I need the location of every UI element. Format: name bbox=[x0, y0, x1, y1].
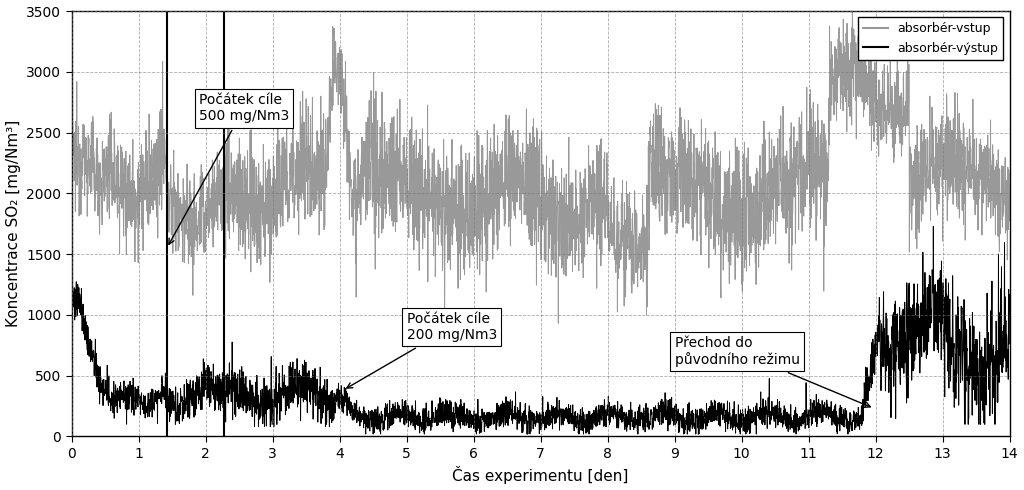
absorbér-výstup bbox=[923, 282, 935, 288]
Legend: absorbér-vstup, absorbér-výstup: absorbér-vstup, absorbér-výstup bbox=[857, 17, 1004, 60]
absorbér-výstup bbox=[671, 412, 683, 417]
absorbér-vstup bbox=[671, 227, 683, 233]
X-axis label: Čas experimentu [den]: Čas experimentu [den] bbox=[453, 466, 629, 485]
Line: absorbér-výstup: absorbér-výstup bbox=[72, 226, 1010, 434]
absorbér-výstup bbox=[393, 410, 406, 416]
absorbér-výstup bbox=[655, 397, 668, 403]
absorbér-výstup bbox=[927, 223, 939, 229]
absorbér-vstup bbox=[1004, 218, 1016, 224]
absorbér-vstup bbox=[393, 188, 406, 194]
Y-axis label: Koncentrace SO₂ [mg/Nm³]: Koncentrace SO₂ [mg/Nm³] bbox=[5, 120, 20, 327]
absorbér-vstup bbox=[158, 126, 170, 132]
absorbér-vstup bbox=[655, 104, 668, 110]
absorbér-výstup bbox=[359, 431, 372, 437]
Text: Počátek cíle
500 mg/Nm3: Počátek cíle 500 mg/Nm3 bbox=[169, 93, 289, 245]
Text: Přechod do
původního režimu: Přechod do původního režimu bbox=[675, 336, 870, 407]
Line: absorbér-vstup: absorbér-vstup bbox=[72, 11, 1010, 330]
absorbér-vstup bbox=[438, 327, 451, 333]
absorbér-výstup bbox=[853, 418, 865, 424]
absorbér-vstup bbox=[853, 44, 865, 49]
absorbér-vstup bbox=[66, 158, 78, 164]
Text: Počátek cíle
200 mg/Nm3: Počátek cíle 200 mg/Nm3 bbox=[347, 312, 497, 388]
absorbér-vstup bbox=[846, 8, 858, 14]
absorbér-výstup bbox=[1004, 313, 1016, 319]
absorbér-výstup bbox=[158, 384, 170, 390]
absorbér-vstup bbox=[923, 140, 935, 146]
absorbér-výstup bbox=[66, 283, 78, 289]
